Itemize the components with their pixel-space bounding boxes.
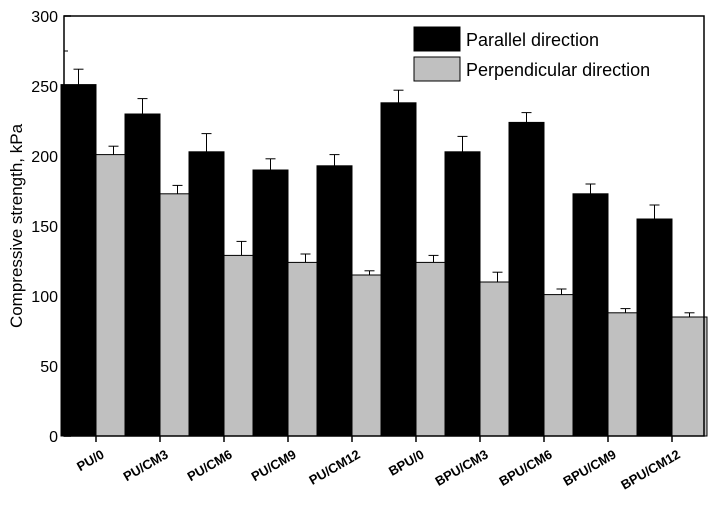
y-tick-label-1: 50 [40, 359, 58, 376]
bar-parallel-6 [444, 151, 481, 437]
x-tick-label-7: BPU/CM6 [497, 447, 555, 489]
legend-swatch-1 [413, 56, 461, 82]
bar-parallel-3 [252, 169, 289, 437]
error-bar-parallel-5 [393, 89, 404, 103]
legend-swatch-0 [413, 26, 461, 52]
chart-marks [60, 68, 708, 437]
legend-label-1: Perpendicular direction [466, 60, 650, 80]
error-bar-parallel-0 [73, 68, 84, 85]
error-bar-perpendicular-3 [300, 253, 311, 263]
y-tick-label-0: 0 [49, 429, 58, 446]
y-axis-label: Compressive strength, kPa [7, 123, 26, 328]
error-bar-perpendicular-8 [620, 308, 631, 313]
y-tick-label-5: 250 [31, 79, 58, 96]
y-tick-label-3: 150 [31, 219, 58, 236]
y-tick-label-2: 100 [31, 289, 58, 306]
error-bar-perpendicular-4 [364, 270, 375, 275]
error-bar-parallel-4 [329, 154, 340, 166]
bar-parallel-0 [60, 84, 97, 437]
error-bar-perpendicular-5 [428, 254, 439, 263]
bar-parallel-4 [316, 165, 353, 437]
error-bar-parallel-1 [137, 98, 148, 114]
y-tick-label-6: 300 [31, 9, 58, 26]
error-bar-parallel-9 [649, 204, 660, 219]
bar-parallel-7 [508, 121, 545, 437]
error-bar-parallel-8 [585, 183, 596, 194]
x-tick-label-8: BPU/CM9 [561, 447, 619, 489]
error-bar-perpendicular-7 [556, 288, 567, 295]
x-tick-label-4: PU/CM12 [306, 447, 362, 488]
error-bar-parallel-2 [201, 133, 212, 152]
bar-perpendicular-9 [671, 316, 708, 437]
x-tick-label-0: PU/0 [74, 447, 107, 474]
error-bar-perpendicular-6 [492, 271, 503, 282]
bar-parallel-9 [636, 218, 673, 437]
bar-parallel-2 [188, 151, 225, 437]
x-tick-label-2: PU/CM6 [185, 447, 235, 485]
bar-parallel-1 [124, 113, 161, 437]
bar-parallel-5 [380, 102, 417, 437]
x-tick-label-3: PU/CM9 [249, 447, 299, 485]
error-bar-parallel-6 [457, 135, 468, 152]
error-bar-perpendicular-0 [108, 145, 119, 155]
x-tick-label-6: BPU/CM3 [433, 447, 491, 489]
x-tick-label-1: PU/CM3 [121, 447, 171, 485]
x-tick-label-9: BPU/CM12 [618, 447, 682, 493]
y-tick-label-4: 200 [31, 149, 58, 166]
x-tick-label-5: BPU/0 [386, 447, 427, 479]
error-bar-perpendicular-2 [236, 240, 247, 256]
error-bar-perpendicular-9 [684, 312, 695, 317]
legend: Parallel direction Perpendicular directio… [413, 26, 650, 82]
legend-label-0: Parallel direction [466, 30, 599, 50]
bar-parallel-8 [572, 193, 609, 437]
error-bar-perpendicular-1 [172, 184, 183, 194]
error-bar-parallel-7 [521, 112, 532, 123]
error-bar-parallel-3 [265, 158, 276, 170]
